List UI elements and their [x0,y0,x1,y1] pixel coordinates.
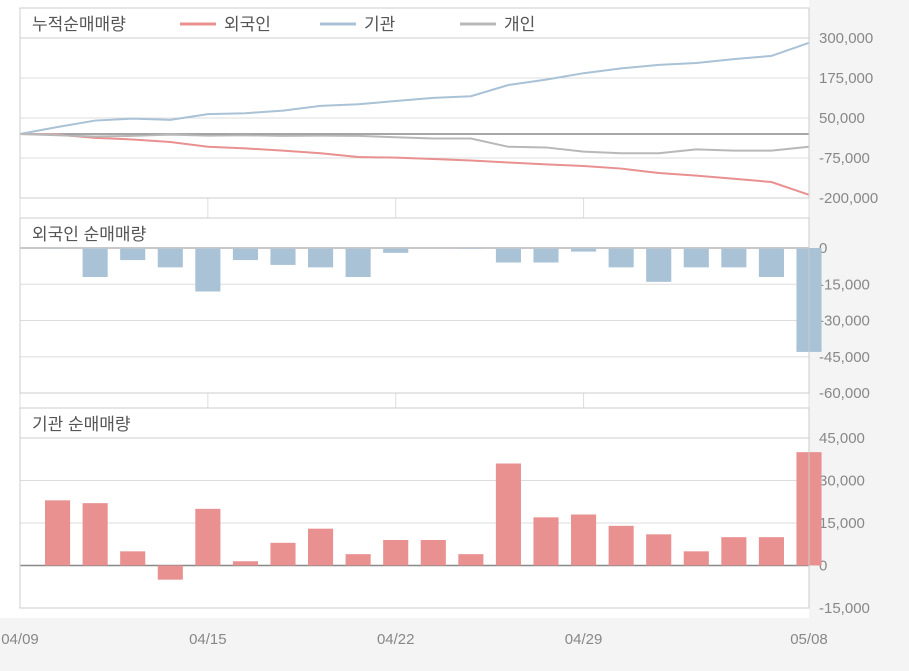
bar-foreign_daily [571,248,596,252]
y-tick-label: 50,000 [819,110,865,127]
bar-foreign_daily [195,248,220,292]
bar-foreign_daily [496,248,521,263]
bar-institution_daily [684,551,709,565]
y-tick-label: -200,000 [819,190,878,207]
bar-foreign_daily [158,248,183,267]
y-tick-label: -45,000 [819,349,870,366]
bar-institution_daily [308,529,333,566]
y-tick-label: -30,000 [819,313,870,330]
bar-foreign_daily [233,248,258,260]
bar-foreign_daily [120,248,145,260]
chart-svg: -200,000 -75,000 50,000 175,000 300,000 누적순매매… [0,0,909,671]
bar-foreign_daily [383,248,408,253]
bar-foreign_daily [346,248,371,277]
bar-institution_daily [383,540,408,566]
y-tick-label: 45,000 [819,430,865,447]
bar-institution_daily [721,537,746,565]
bar-foreign_daily [721,248,746,267]
bar-foreign_daily [609,248,634,267]
bar-institution_daily [45,500,70,565]
bar-institution_daily [158,566,183,580]
bar-institution_daily [83,503,108,565]
x-tick-label: 05/08 [790,631,828,648]
y-tick-label: -60,000 [819,385,870,402]
bar-institution_daily [496,464,521,566]
panel-title-foreign_daily: 외국인 순매매량 [32,225,147,244]
y-tick-label: 175,000 [819,70,873,87]
bar-foreign_daily [646,248,671,282]
bar-institution_daily [571,515,596,566]
y-tick-label: -75,000 [819,150,870,167]
bar-institution_daily [759,537,784,565]
y-tick-label: 30,000 [819,473,865,490]
x-tick-label: 04/15 [189,631,227,648]
bar-institution_daily [458,554,483,565]
x-tick-label: 04/29 [565,631,603,648]
legend-label: 개인 [504,15,535,34]
bar-institution_daily [533,517,558,565]
y-tick-label: -15,000 [819,276,870,293]
y-tick-label: 300,000 [819,30,873,47]
panel-title-cumulative: 누적순매매량 [32,15,126,34]
x-tick-label: 04/22 [377,631,415,648]
bar-institution_daily [609,526,634,566]
legend-label: 기관 [364,15,395,34]
y-tick-label: 15,000 [819,515,865,532]
bar-institution_daily [270,543,295,566]
bar-foreign_daily [759,248,784,277]
bar-institution_daily [120,551,145,565]
y-tick-label: -15,000 [819,600,870,617]
legend-label: 외국인 [224,15,271,34]
bar-foreign_daily [684,248,709,267]
bar-foreign_daily [270,248,295,265]
bar-institution_daily [233,561,258,565]
panel-title-institution_daily: 기관 순매매량 [32,415,131,434]
bar-institution_daily [346,554,371,565]
bar-foreign_daily [308,248,333,267]
bar-foreign_daily [83,248,108,277]
bar-foreign_daily [533,248,558,263]
bar-institution_daily [195,509,220,566]
chart-container: -200,000 -75,000 50,000 175,000 300,000 누적순매매… [0,0,909,671]
x-tick-label: 04/09 [1,631,39,648]
bar-institution_daily [421,540,446,566]
bar-institution_daily [646,534,671,565]
